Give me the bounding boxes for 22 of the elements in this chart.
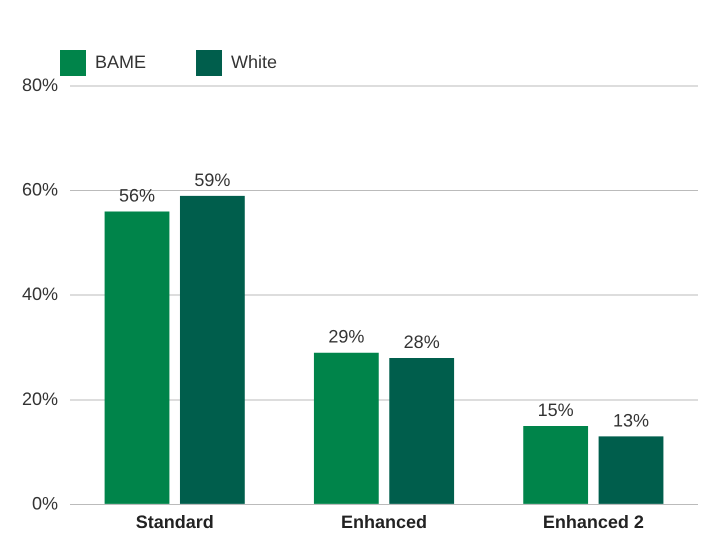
bar — [598, 436, 664, 504]
data-label: 28% — [404, 332, 440, 352]
legend-label: White — [231, 52, 278, 72]
legend-label: BAME — [95, 52, 146, 72]
bar — [104, 212, 170, 504]
y-tick-label: 80% — [22, 74, 58, 95]
bar — [389, 358, 454, 504]
data-label: 56% — [118, 185, 156, 206]
y-tick-label: 40% — [22, 284, 58, 304]
y-tick-label: 0% — [32, 493, 58, 514]
data-label: 13% — [613, 410, 650, 430]
bar — [523, 426, 588, 504]
data-label: 15% — [538, 400, 574, 420]
y-tick-label: 60% — [22, 180, 58, 200]
data-label: 59% — [194, 170, 230, 190]
x-tick-label: Enhanced 2 — [542, 512, 644, 532]
x-tick-label: Standard — [136, 512, 214, 532]
y-tick-label: 20% — [22, 388, 58, 409]
x-tick-label: Enhanced — [341, 512, 428, 532]
bar — [314, 352, 379, 504]
bar — [180, 196, 245, 504]
data-label: 29% — [328, 326, 364, 347]
